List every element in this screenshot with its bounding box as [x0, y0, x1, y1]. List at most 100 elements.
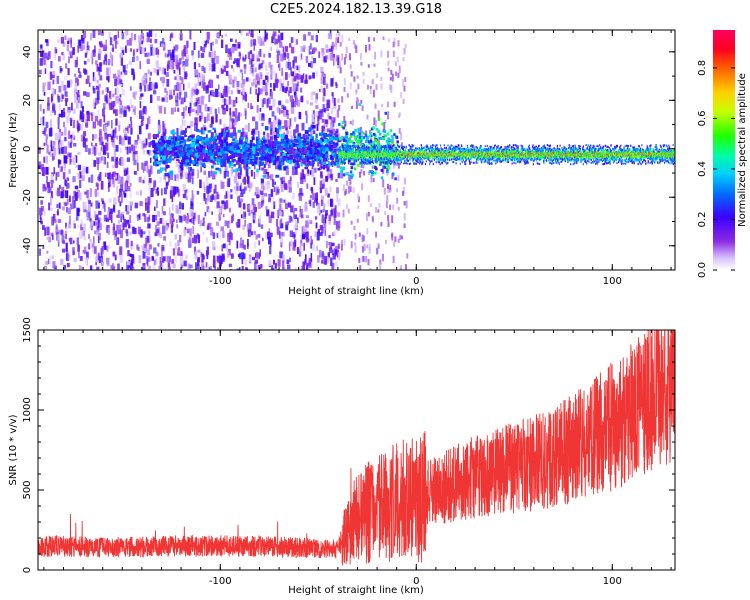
- spectrogram-cell: [351, 119, 354, 126]
- spectrogram-cell: [225, 191, 228, 198]
- spectrogram-cell: [316, 123, 319, 131]
- spectrogram-cell: [391, 141, 394, 145]
- spectrogram-cell: [152, 47, 155, 57]
- spectrogram-cell: [136, 244, 139, 250]
- spectrogram-cell: [316, 231, 320, 241]
- spectrogram-cell: [389, 188, 392, 193]
- spectrogram-cell: [157, 133, 160, 138]
- spectrogram-cell: [275, 174, 280, 178]
- spectrogram-cell: [167, 49, 171, 57]
- spectrogram-cell: [158, 138, 162, 142]
- spectrogram-cell: [237, 157, 242, 162]
- spectrogram-cell: [278, 251, 283, 259]
- spectrogram-cell: [283, 147, 287, 151]
- spectrogram-cell: [286, 120, 289, 128]
- spectrogram-cell: [300, 75, 304, 83]
- spectrogram-cell: [176, 145, 181, 149]
- spectrogram-cell: [188, 166, 190, 176]
- spectrogram-cell: [96, 64, 99, 72]
- spectrogram-cell: [122, 190, 126, 195]
- spectrogram-cell: [119, 254, 123, 263]
- spectrogram-cell: [345, 134, 348, 138]
- spectrogram-cell: [383, 147, 387, 151]
- spectrogram-cell: [84, 257, 87, 264]
- spectrogram-cell: [134, 150, 138, 155]
- spectrogram-cell: [349, 178, 352, 185]
- spectrogram-cell: [229, 155, 232, 158]
- spectrogram-cell: [363, 158, 365, 161]
- spectrogram-cell: [273, 143, 276, 147]
- spectrogram-cell: [267, 184, 270, 191]
- spectrogram-cell: [225, 170, 229, 177]
- spectrogram-cell: [96, 225, 100, 232]
- spectrogram-cell: [313, 142, 316, 146]
- spectrogram-cell: [314, 230, 317, 238]
- spectrogram-cell: [263, 97, 266, 105]
- spectrogram-cell: [354, 129, 357, 132]
- spectrogram-cell: [311, 167, 315, 177]
- spectrogram-cell: [67, 207, 71, 215]
- spectrogram-cell: [150, 157, 152, 163]
- spectrogram-cell: [353, 159, 355, 162]
- spectrogram-cell: [209, 195, 213, 202]
- spectrogram-cell: [356, 140, 359, 144]
- spectrogram-cell: [234, 140, 239, 144]
- spectrogram-cell: [289, 257, 291, 263]
- spectrogram-cell: [232, 99, 236, 107]
- spectrogram-cell: [142, 36, 145, 43]
- spectrogram-cell: [305, 231, 309, 241]
- spectrogram-cell: [306, 157, 310, 162]
- spectrogram-cell: [81, 37, 85, 44]
- spectrogram-cell: [72, 119, 76, 128]
- spectrogram-cell: [237, 153, 241, 157]
- spectrogram-cell: [188, 163, 191, 167]
- spectrogram-cell: [211, 79, 214, 88]
- spectrogram-cell: [370, 158, 372, 161]
- spectrogram-cell: [293, 75, 297, 82]
- spectrogram-cell: [260, 178, 264, 184]
- spectrogram-cell: [327, 112, 330, 118]
- spectrogram-cell: [267, 163, 271, 169]
- spectrogram-cell: [321, 154, 325, 158]
- spectrogram-cell: [119, 94, 122, 98]
- spectrogram-cell: [60, 140, 64, 147]
- spectrogram-cell: [159, 218, 163, 224]
- spectrogram-cell: [162, 149, 167, 154]
- spectrogram-cell: [109, 37, 113, 46]
- spectrogram-cell: [222, 154, 227, 159]
- spectrogram-cell: [126, 167, 129, 175]
- spectrogram-cell: [369, 152, 371, 154]
- spectrogram-cell: [176, 151, 179, 157]
- spectrogram-cell: [144, 47, 146, 52]
- spectrogram-cell: [189, 264, 193, 269]
- spectrogram-cell: [301, 122, 305, 131]
- spectrogram-cell: [94, 45, 96, 53]
- spectrogram-cell: [290, 135, 294, 142]
- spectrogram-cell: [84, 69, 88, 75]
- spectrogram-cell: [166, 64, 169, 72]
- spectrogram-cell: [99, 136, 103, 146]
- spectrogram-cell: [268, 154, 272, 158]
- spectrogram-cell: [143, 176, 146, 181]
- spectrogram-cell: [117, 263, 120, 270]
- spectrogram-cell: [242, 188, 246, 194]
- spectrogram-cell: [52, 234, 54, 241]
- spectrogram-cell: [344, 148, 346, 151]
- spectrogram-cell: [343, 161, 345, 164]
- spectrogram-cell: [182, 114, 185, 119]
- spectrogram-cell: [185, 254, 188, 260]
- spectrogram-cell: [143, 75, 147, 79]
- spectrogram-cell: [218, 107, 220, 114]
- spectrogram-cell: [340, 169, 344, 173]
- spectrogram-cell: [268, 193, 272, 201]
- spectrogram-cell: [248, 204, 252, 210]
- spectrogram-cell: [394, 61, 397, 66]
- spectrogram-cell: [295, 126, 299, 133]
- spectrogram-cell: [61, 94, 64, 99]
- spectrogram-cell: [252, 116, 256, 122]
- spectrogram-cell: [130, 120, 133, 127]
- spectrogram-cell: [166, 165, 170, 169]
- spectrogram-cell: [222, 162, 227, 167]
- spectrogram-cell: [328, 141, 331, 149]
- spectrogram-cell: [165, 168, 167, 173]
